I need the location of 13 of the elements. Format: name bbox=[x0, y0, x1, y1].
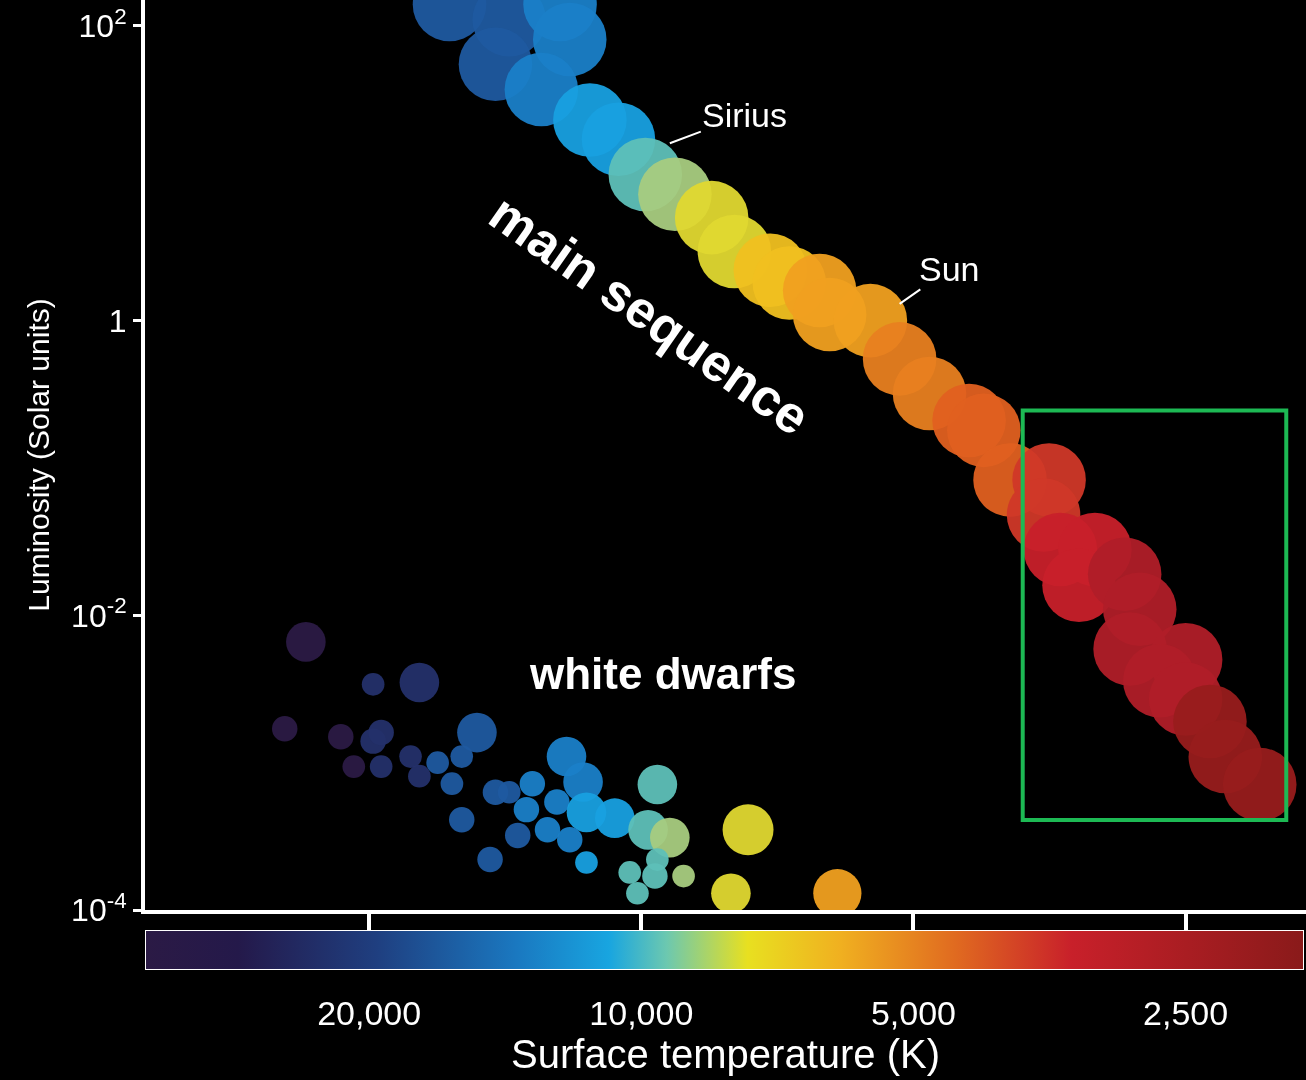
y-axis-title: Luminosity (Solar units) bbox=[21, 298, 55, 612]
annotation: white dwarfs bbox=[529, 649, 797, 698]
x-tick-label: 2,500 bbox=[1143, 993, 1229, 1032]
x-axis-title: Surface temperature (K) bbox=[510, 1031, 941, 1076]
x-tick-label: 5,000 bbox=[870, 993, 957, 1032]
y-tick-label: 10$^{2}$ bbox=[78, 3, 127, 45]
y-tick-label: 10$^{-4}$ bbox=[71, 887, 127, 929]
x-tick-label: 10,000 bbox=[589, 993, 694, 1032]
x-tick-label: 20,000 bbox=[317, 993, 422, 1032]
annotation: Sirius bbox=[702, 96, 788, 134]
y-tick-label: 10$^{-2}$ bbox=[71, 593, 127, 634]
y-tick-label: 1 bbox=[108, 302, 127, 339]
annotation: Sun bbox=[919, 250, 980, 288]
